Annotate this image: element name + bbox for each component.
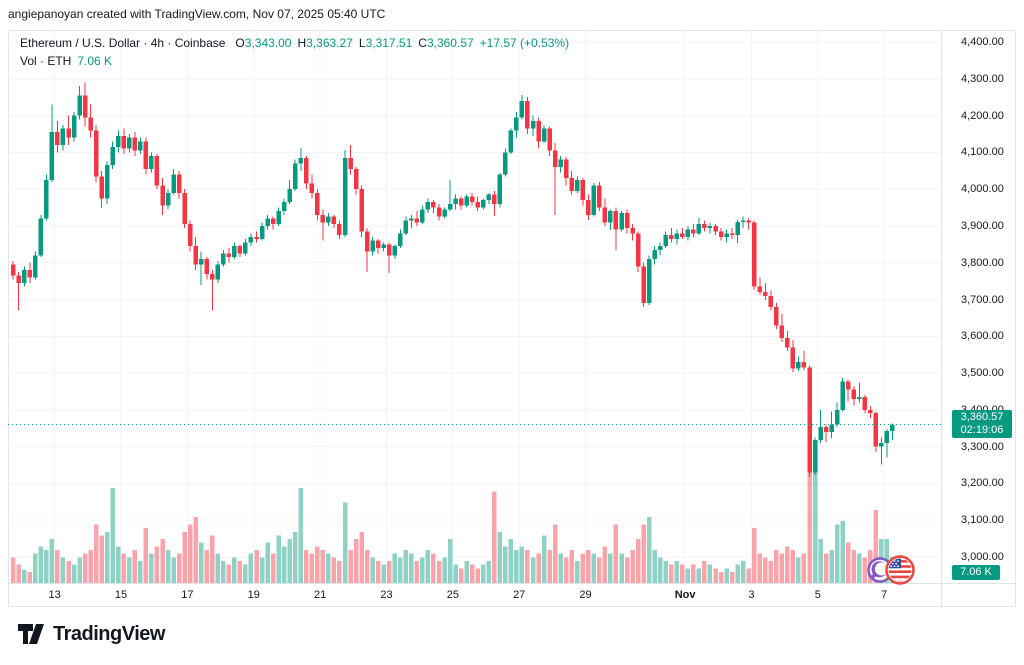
tradingview-logo[interactable]: TradingView: [18, 622, 165, 646]
price-axis-separator: [941, 30, 942, 607]
ohlc-close: C3,360.57: [418, 36, 474, 50]
time-tick-label: 15: [114, 589, 128, 601]
current-price-value: 3,360.57: [960, 411, 1004, 424]
time-tick-label: 13: [48, 589, 61, 601]
time-tick-label: 29: [579, 589, 592, 601]
price-change: +17.57 (+0.53%): [479, 36, 570, 50]
price-tick-label: 3,000.00: [961, 551, 1004, 563]
chart-pane[interactable]: [8, 30, 941, 583]
price-tick-label: 3,900.00: [961, 219, 1004, 232]
price-tick-label: 3,300.00: [961, 440, 1004, 453]
candle-series: [10, 82, 895, 477]
time-tick-label: 19: [247, 589, 260, 601]
us-flag-sticker-icon[interactable]: [884, 554, 916, 586]
ohlc-open: O3,343.00: [235, 36, 292, 50]
price-tick-label: 4,200.00: [961, 109, 1004, 122]
time-tick-label: 5: [814, 589, 821, 601]
volume-label[interactable]: Vol · ETH: [20, 54, 72, 68]
legend-ohlc-row: Ethereum / U.S. Dollar · 4h · Coinbase O…: [20, 36, 569, 51]
time-tick-label: 7: [881, 589, 888, 601]
bar-countdown: 02:19:06: [960, 424, 1004, 437]
attribution-text: angiepanoyan created with TradingView.co…: [8, 7, 386, 21]
event-stickers: [867, 552, 921, 586]
tradingview-logo-text: TradingView: [53, 622, 165, 645]
price-tick-label: 4,000.00: [961, 183, 1004, 196]
grid-lines: [8, 30, 941, 583]
price-tick-label: 3,600.00: [961, 330, 1004, 343]
candlestick-chart[interactable]: [8, 30, 941, 583]
tradingview-logo-icon: [18, 624, 44, 644]
chart-frame: [8, 30, 1016, 607]
time-tick-label: 23: [380, 589, 393, 601]
price-tick-label: 3,700.00: [961, 293, 1004, 306]
price-tick-label: 4,400.00: [961, 36, 1004, 48]
volume-value: 7.06 K: [77, 54, 113, 68]
time-axis-separator: [8, 583, 1016, 584]
time-tick-label: 27: [513, 589, 526, 601]
price-tick-label: 4,100.00: [961, 146, 1004, 159]
price-tick-label: 3,800.00: [961, 256, 1004, 269]
price-tick-label: 3,100.00: [961, 514, 1004, 527]
price-tick-label: 3,200.00: [961, 477, 1004, 490]
time-tick-label: Nov: [674, 589, 696, 601]
price-tick-label: 3,500.00: [961, 367, 1004, 380]
time-tick-label: 25: [446, 589, 459, 601]
symbol-legend: Ethereum / U.S. Dollar · 4h · Coinbase O…: [20, 36, 569, 69]
current-volume-badge: 7.06 K: [952, 565, 1000, 580]
time-tick-label: 3: [748, 589, 755, 601]
symbol-title[interactable]: Ethereum / U.S. Dollar · 4h · Coinbase: [20, 36, 226, 50]
price-tick-label: 4,300.00: [961, 72, 1004, 85]
current-price-badge: 3,360.57 02:19:06: [952, 410, 1012, 439]
ohlc-high: H3,363.27: [297, 36, 353, 50]
ohlc-low: L3,317.51: [358, 36, 413, 50]
time-tick-label: 17: [181, 589, 194, 601]
legend-volume-row: Vol · ETH 7.06 K: [20, 54, 569, 69]
time-tick-label: 21: [313, 589, 327, 601]
